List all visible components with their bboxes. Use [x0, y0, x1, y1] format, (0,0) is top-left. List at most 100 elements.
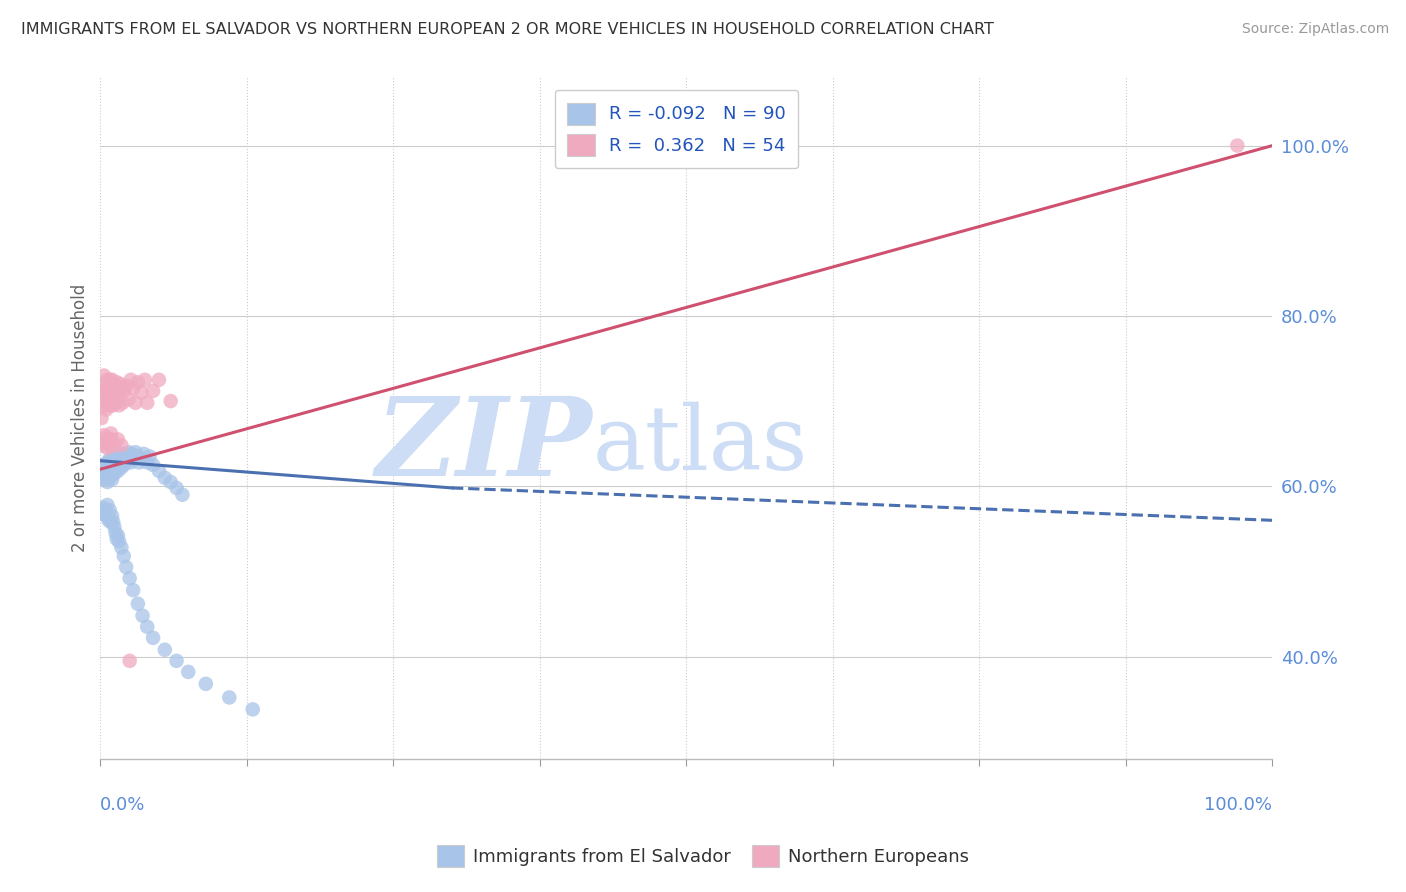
Text: ZIP: ZIP — [375, 392, 593, 500]
Legend: R = -0.092   N = 90, R =  0.362   N = 54: R = -0.092 N = 90, R = 0.362 N = 54 — [555, 90, 799, 169]
Point — [90, 462, 112, 476]
Point — [98, 452, 121, 467]
Point — [120, 455, 142, 469]
Point — [142, 631, 165, 645]
Point — [93, 467, 115, 481]
Text: Source: ZipAtlas.com: Source: ZipAtlas.com — [1241, 22, 1389, 37]
Point — [101, 373, 124, 387]
Point — [134, 373, 156, 387]
Point — [103, 384, 125, 398]
Point — [97, 433, 120, 447]
Point — [96, 469, 118, 483]
Point — [148, 373, 170, 387]
Point — [142, 458, 165, 472]
Point — [103, 450, 125, 464]
Point — [103, 520, 125, 534]
Point — [1226, 138, 1249, 153]
Point — [153, 471, 176, 485]
Point — [103, 458, 125, 472]
Point — [132, 447, 155, 461]
Point — [96, 464, 118, 478]
Text: 0.0%: 0.0% — [100, 797, 146, 814]
Legend: Immigrants from El Salvador, Northern Europeans: Immigrants from El Salvador, Northern Eu… — [429, 838, 977, 874]
Point — [115, 455, 138, 469]
Point — [110, 452, 132, 467]
Point — [94, 503, 117, 517]
Point — [91, 458, 114, 472]
Text: IMMIGRANTS FROM EL SALVADOR VS NORTHERN EUROPEAN 2 OR MORE VEHICLES IN HOUSEHOLD: IMMIGRANTS FROM EL SALVADOR VS NORTHERN … — [21, 22, 994, 37]
Point — [103, 515, 125, 529]
Point — [166, 654, 188, 668]
Point — [128, 455, 150, 469]
Point — [122, 583, 145, 598]
Point — [108, 534, 131, 549]
Point — [218, 690, 240, 705]
Point — [98, 462, 121, 476]
Point — [91, 398, 114, 412]
Text: atlas: atlas — [593, 401, 808, 489]
Point — [194, 677, 217, 691]
Point — [110, 381, 132, 395]
Point — [101, 472, 124, 486]
Point — [96, 430, 118, 444]
Point — [177, 665, 200, 679]
Point — [101, 390, 124, 404]
Point — [104, 455, 127, 469]
Point — [131, 452, 153, 467]
Point — [96, 373, 118, 387]
Point — [159, 394, 181, 409]
Point — [111, 447, 134, 461]
Point — [110, 541, 132, 555]
Point — [117, 452, 139, 467]
Point — [112, 549, 135, 563]
Point — [96, 458, 118, 472]
Text: 100.0%: 100.0% — [1205, 797, 1272, 814]
Point — [104, 396, 127, 410]
Point — [100, 398, 122, 412]
Point — [103, 462, 125, 476]
Point — [172, 488, 194, 502]
Point — [98, 373, 121, 387]
Point — [97, 467, 120, 481]
Point — [97, 513, 120, 527]
Point — [107, 385, 129, 400]
Point — [117, 392, 139, 407]
Point — [111, 396, 134, 410]
Point — [105, 376, 128, 390]
Point — [108, 450, 131, 464]
Point — [107, 455, 129, 469]
Point — [101, 464, 124, 478]
Point — [98, 471, 121, 485]
Point — [105, 532, 128, 546]
Point — [110, 438, 132, 452]
Point — [96, 509, 118, 524]
Point — [124, 396, 146, 410]
Point — [93, 368, 115, 383]
Point — [107, 433, 129, 447]
Point — [93, 428, 115, 442]
Point — [112, 458, 135, 472]
Point — [112, 384, 135, 398]
Point — [104, 447, 127, 461]
Point — [97, 460, 120, 475]
Point — [100, 469, 122, 483]
Point — [115, 378, 138, 392]
Point — [100, 378, 122, 392]
Point — [101, 509, 124, 524]
Point — [94, 434, 117, 449]
Point — [142, 384, 165, 398]
Point — [101, 433, 124, 447]
Point — [98, 438, 121, 452]
Point — [94, 464, 117, 478]
Point — [91, 377, 114, 392]
Point — [104, 526, 127, 541]
Point — [90, 411, 112, 425]
Point — [121, 447, 143, 461]
Point — [103, 467, 125, 481]
Point — [108, 398, 131, 412]
Point — [122, 381, 145, 395]
Point — [93, 507, 115, 521]
Point — [112, 450, 135, 464]
Point — [131, 385, 153, 400]
Point — [100, 426, 122, 441]
